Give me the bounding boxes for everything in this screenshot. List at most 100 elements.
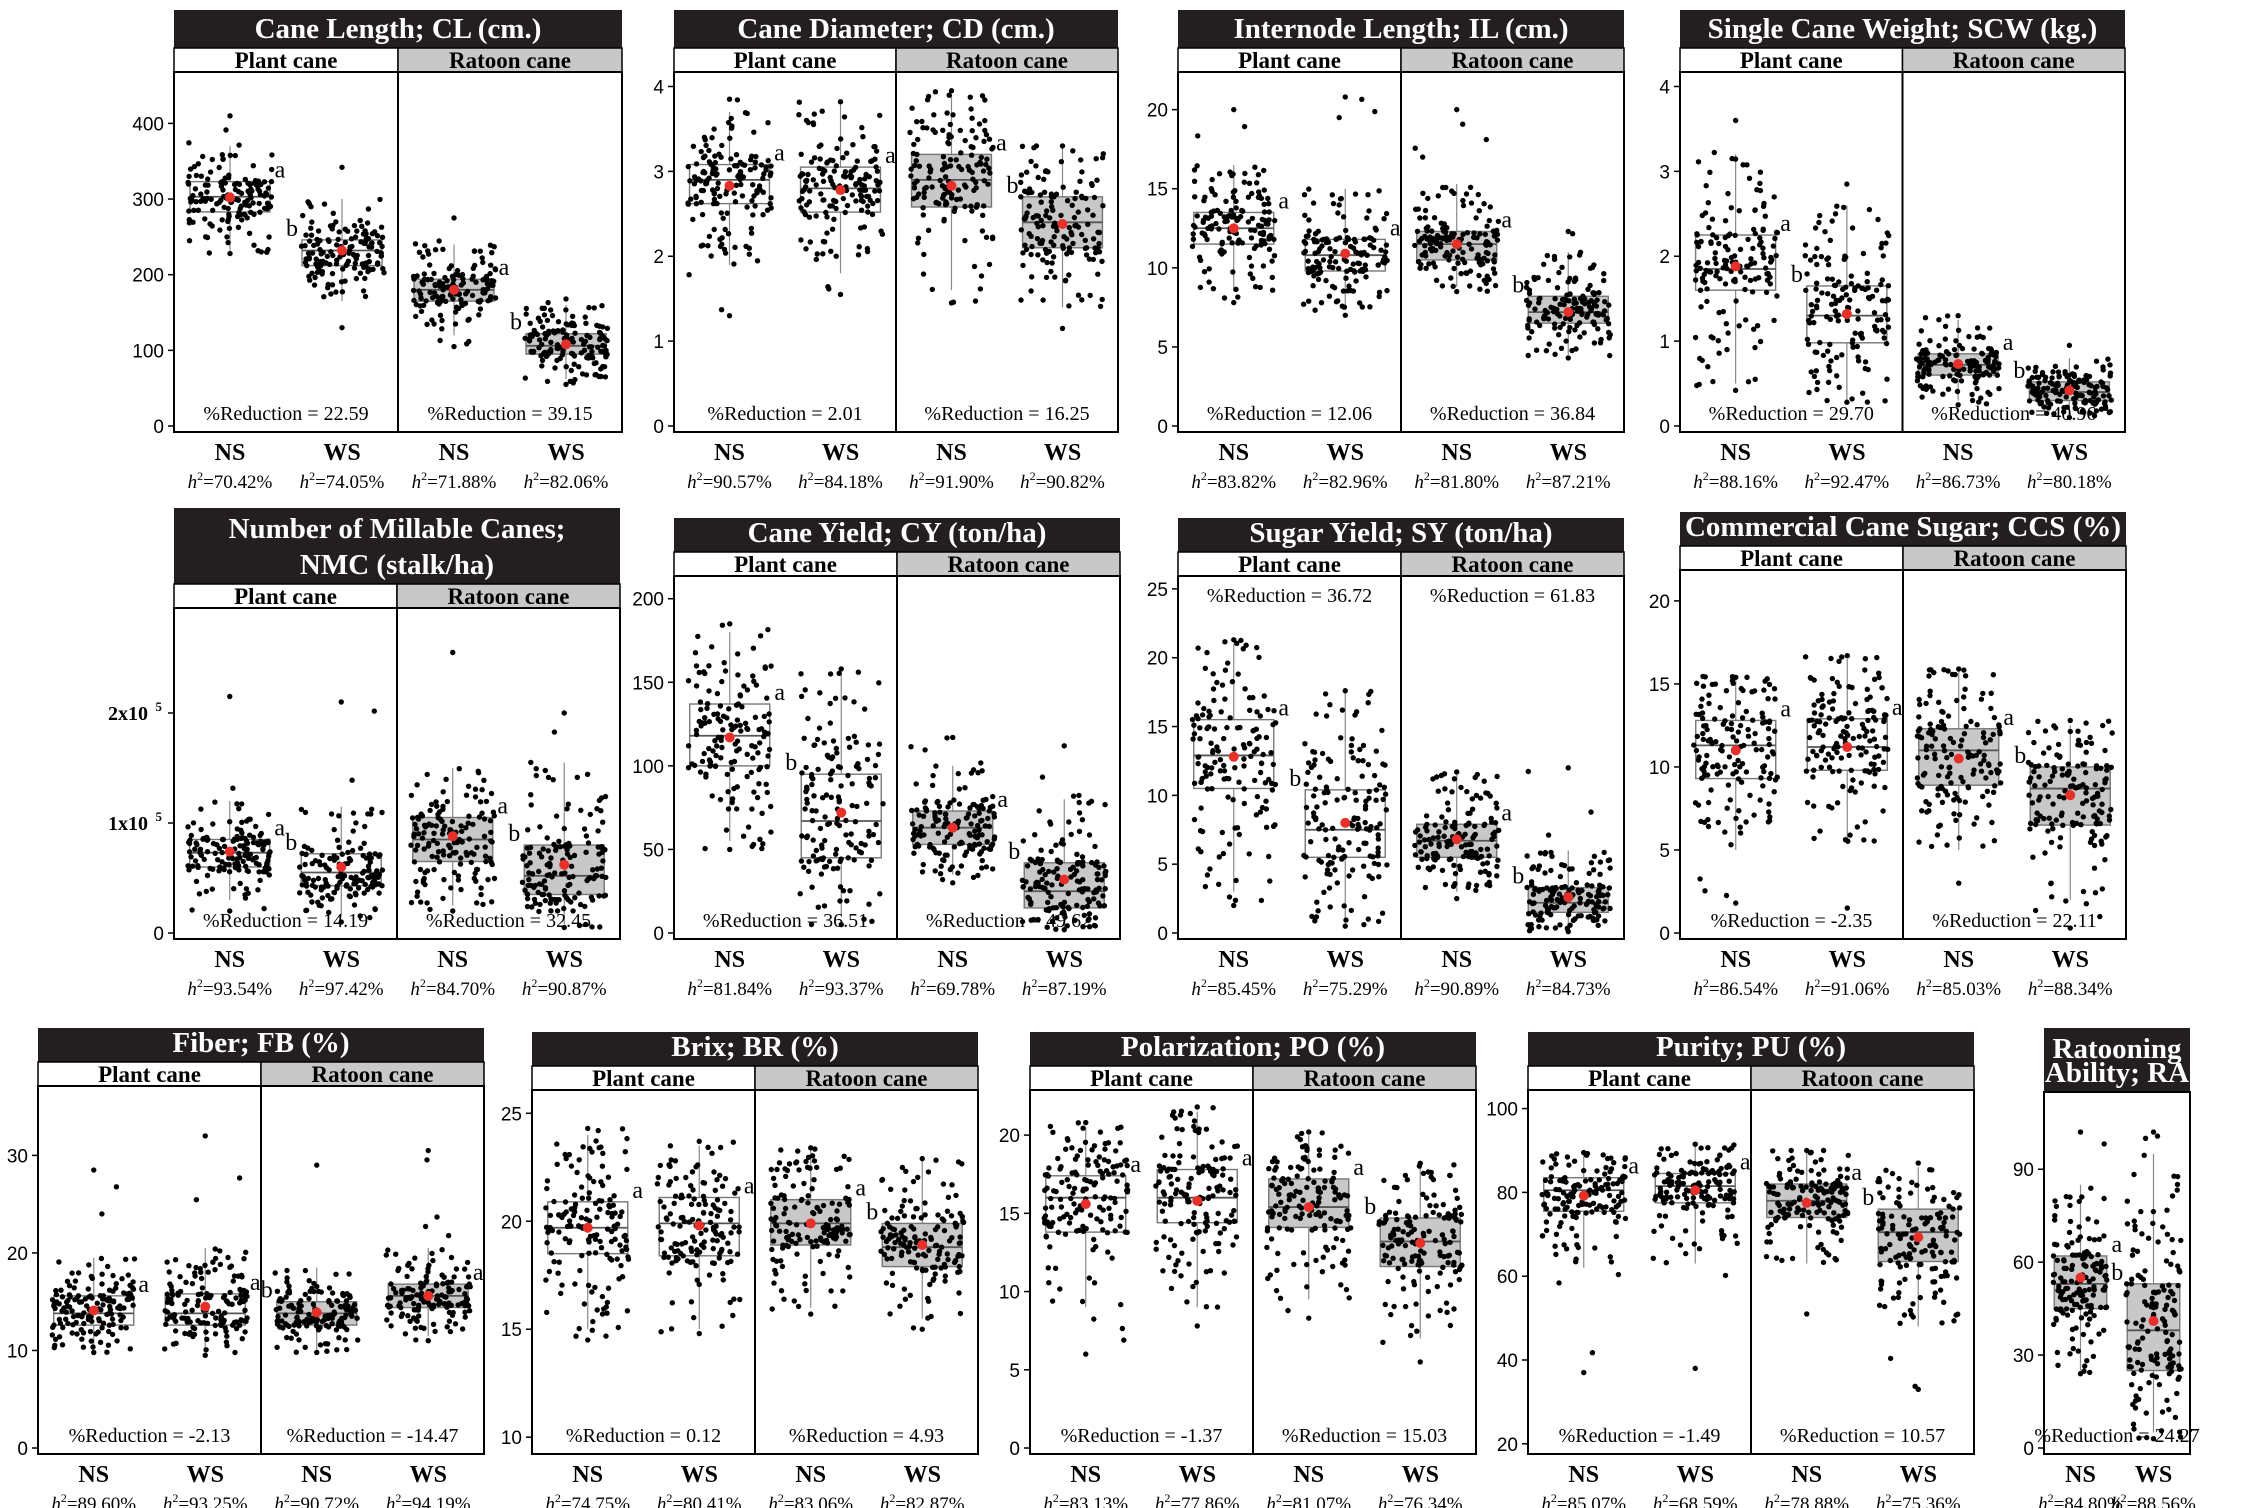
cd-data-point xyxy=(856,244,862,250)
il-significance-letter: b xyxy=(1512,272,1524,298)
cd-data-point xyxy=(1054,228,1060,234)
cy-data-point xyxy=(1027,886,1034,892)
sy-data-point xyxy=(1442,881,1449,888)
il-data-point xyxy=(1350,245,1357,251)
sy-data-point xyxy=(1230,797,1236,803)
il-data-point xyxy=(1197,284,1204,291)
ccs-data-point xyxy=(1881,746,1887,752)
cd-data-point xyxy=(1035,213,1042,219)
il-data-point xyxy=(1573,346,1579,352)
ccs-data-point xyxy=(1861,725,1867,732)
nmc-data-point xyxy=(360,870,366,876)
nmc-data-point xyxy=(212,799,218,805)
nmc-data-point xyxy=(236,867,242,873)
nmc-data-point xyxy=(344,882,350,888)
nmc-data-point xyxy=(427,807,433,814)
cd-data-point xyxy=(1079,231,1085,238)
il-data-point xyxy=(1524,279,1530,286)
il-data-point xyxy=(1591,290,1597,296)
cl-data-point xyxy=(477,248,483,254)
nmc-data-point xyxy=(537,824,543,830)
il-data-point xyxy=(1446,252,1453,259)
sy-data-point xyxy=(1569,905,1575,912)
il-data-point xyxy=(1306,186,1312,192)
il-data-point xyxy=(1208,186,1215,192)
cy-data-point xyxy=(908,744,914,750)
cl-data-point xyxy=(582,314,588,320)
cl-data-point xyxy=(458,282,464,288)
cl-data-point xyxy=(258,181,264,188)
sy-data-point xyxy=(1451,776,1458,782)
cy-data-point xyxy=(744,725,750,731)
sy-data-point xyxy=(1258,760,1265,767)
cd-data-point xyxy=(842,174,849,180)
sy-data-point xyxy=(1221,776,1227,782)
cy-data-point xyxy=(972,828,978,834)
ccs-data-point xyxy=(1839,654,1845,660)
cy-data-point xyxy=(1019,918,1026,925)
scw-significance-letter: b xyxy=(1791,262,1803,288)
scw-data-point xyxy=(2044,410,2050,416)
scw-data-point xyxy=(1709,216,1716,222)
ccs-data-point xyxy=(1850,735,1857,742)
scw-data-point xyxy=(1926,371,1932,377)
cy-data-point xyxy=(979,768,985,774)
cy-data-point xyxy=(868,857,875,863)
cy-data-point xyxy=(696,718,702,725)
nmc-data-point xyxy=(446,853,453,859)
cl-data-point xyxy=(216,199,222,206)
cl-data-point xyxy=(235,188,242,195)
cl-data-point xyxy=(256,200,262,207)
sy-data-point xyxy=(1565,911,1572,918)
cy-data-point xyxy=(693,663,700,669)
cy-data-point xyxy=(715,716,721,722)
nmc-data-point xyxy=(570,908,576,914)
ccs-data-point xyxy=(1862,656,1869,662)
il-data-point xyxy=(1221,295,1228,301)
il-data-point xyxy=(1490,266,1497,272)
nmc-data-point xyxy=(243,838,250,844)
cl-data-point xyxy=(235,224,242,230)
cd-data-point xyxy=(820,197,826,203)
il-data-point xyxy=(1271,236,1277,243)
cy-data-point xyxy=(821,903,828,909)
cl-data-point xyxy=(576,364,582,370)
cy-data-point xyxy=(764,789,770,796)
il-heritability: h2=83.82% xyxy=(1191,469,1276,493)
cd-data-point xyxy=(722,250,729,256)
cl-data-point xyxy=(334,242,340,248)
cy-data-point xyxy=(1065,905,1072,911)
sy-data-point xyxy=(1452,825,1458,832)
il-data-point xyxy=(1373,227,1379,233)
sy-data-point xyxy=(1319,750,1326,757)
cy-data-point xyxy=(749,743,755,749)
cd-data-point xyxy=(1066,272,1072,278)
cd-data-point xyxy=(911,180,918,187)
il-data-point xyxy=(1437,241,1444,247)
nmc-data-point xyxy=(237,880,243,887)
sy-data-point xyxy=(1216,854,1223,860)
il-data-point xyxy=(1301,250,1307,256)
nmc-ytick-exponent: 5 xyxy=(156,699,163,714)
ccs-data-point xyxy=(1739,715,1746,721)
cd-data-point xyxy=(751,129,757,135)
nmc-data-point xyxy=(297,890,303,896)
ccs-data-point xyxy=(1840,783,1846,790)
nmc-data-point xyxy=(409,815,416,821)
nmc-ytick-label: 2x10 xyxy=(108,703,148,725)
cd-data-point xyxy=(1028,158,1034,165)
sy-data-point xyxy=(1236,831,1243,838)
cd-plant-label: Plant cane xyxy=(734,48,837,73)
cy-data-point xyxy=(844,898,850,904)
cy-data-point xyxy=(987,804,994,810)
sy-data-point xyxy=(1209,765,1215,771)
scw-data-point xyxy=(1699,212,1706,219)
il-heritability: h2=81.80% xyxy=(1414,469,1499,493)
cy-data-point xyxy=(1039,876,1045,883)
cd-significance-letter: b xyxy=(1007,173,1019,199)
nmc-data-point xyxy=(356,877,362,883)
sy-data-point xyxy=(1457,866,1464,873)
il-data-point xyxy=(1481,201,1487,207)
sy-data-point xyxy=(1596,888,1602,894)
